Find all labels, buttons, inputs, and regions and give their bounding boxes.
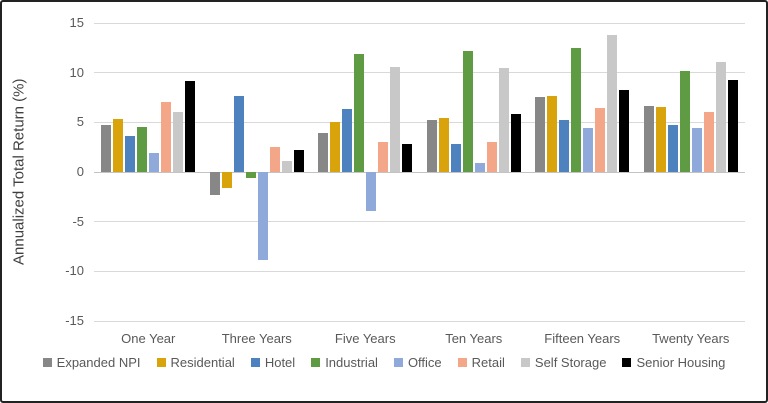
legend-item-industrial: Industrial [311,355,378,370]
legend-swatch-hotel [250,357,260,367]
gridline-10 [94,72,745,74]
bar-hotel-five-years [342,109,353,172]
bar-residential-ten-years [438,118,449,172]
bar-office-three-years [257,172,268,261]
bar-residential-one-year [113,119,124,172]
bar-expanded-npi-five-years [318,133,329,172]
bar-office-fifteen-years [583,128,594,172]
legend-item-self-storage: Self Storage [520,354,607,370]
gridline-15 [94,22,745,24]
bar-expanded-npi-twenty-years [643,106,654,172]
bar-expanded-npi-ten-years [426,120,437,172]
y-tick-label--10: -10 [65,263,84,279]
bar-self-storage-one-year [173,112,184,172]
bar-residential-five-years [330,122,341,172]
x-category-label-one-year: One Year [121,331,176,346]
legend-item-hotel: Hotel [250,354,296,370]
legend-label: Hotel [264,354,296,370]
legend-item-residential: Residential [156,354,235,370]
gridline--15 [94,320,745,322]
bar-hotel-three-years [233,95,244,172]
bar-office-twenty-years [691,128,702,172]
legend-label: Office [407,354,442,370]
bar-senior-housing-twenty-years [727,79,738,172]
x-category-label-twenty-years: Twenty Years [652,331,730,346]
bar-office-five-years [366,172,377,211]
bar-residential-twenty-years [655,107,666,172]
legend-swatch-retail [457,357,467,367]
y-tick-label--15: -15 [65,313,84,328]
bar-industrial-fifteen-years [571,47,582,172]
legend-label: Residential [170,354,235,370]
x-category-label-five-years: Five Years [334,331,396,346]
legend-swatch-residential [156,357,166,367]
bar-retail-ten-years [486,142,497,172]
bar-expanded-npi-one-year [101,125,112,172]
bar-hotel-one-year [125,136,136,172]
legend-item-expanded-npi: Expanded NPI [42,354,141,370]
bar-senior-housing-five-years [402,144,413,172]
legend-label: Senior Housing [636,354,726,370]
legend-item-retail: Retail [457,354,505,370]
x-category-label-three-years: Three Years [221,331,292,346]
bar-industrial-three-years [245,172,256,178]
bar-self-storage-ten-years [498,67,509,172]
legend-swatch-senior-housing [622,357,632,367]
bar-expanded-npi-fifteen-years [535,96,546,172]
bar-self-storage-three-years [281,161,292,172]
bar-industrial-twenty-years [679,70,690,172]
y-axis-title: Annualized Total Return (%) [10,78,28,266]
bar-self-storage-five-years [390,66,401,172]
bar-self-storage-fifteen-years [607,34,618,172]
bar-retail-one-year [161,102,172,172]
gridline-5 [94,121,745,123]
y-tick-label-10: 10 [69,64,84,80]
bar-office-one-year [149,153,160,172]
bar-senior-housing-ten-years [510,114,521,172]
bar-retail-five-years [378,142,389,172]
gridline--10 [94,270,745,272]
legend: Expanded NPI Residential Hotel Industrial Of… [12,353,756,371]
x-category-label-ten-years: Ten Years [445,331,503,346]
y-tick-label-15: 15 [69,15,84,30]
legend-swatch-office [393,357,403,367]
bar-retail-three-years [269,147,280,172]
legend-item-office: Office [393,354,442,370]
bar-expanded-npi-three-years [209,172,220,195]
x-category-label-fifteen-years: Fifteen Years [544,331,621,346]
bar-senior-housing-fifteen-years [619,89,630,172]
bar-industrial-ten-years [462,50,473,172]
bar-senior-housing-one-year [185,80,196,172]
bar-industrial-five-years [354,53,365,172]
gridline--5 [94,221,745,223]
legend-label: Self Storage [534,354,607,370]
bar-retail-fifteen-years [595,108,606,172]
y-tick-label--5: -5 [72,213,84,229]
bar-hotel-fifteen-years [559,120,570,172]
y-tick-label-0: 0 [76,164,84,179]
legend-item-senior-housing: Senior Housing [622,355,725,370]
legend-swatch-self-storage [520,357,530,367]
gridline-0 [94,171,745,173]
bar-residential-three-years [221,172,232,188]
bar-hotel-ten-years [450,144,461,172]
bar-hotel-twenty-years [667,125,678,172]
plot-area [94,22,745,322]
y-tick-label-5: 5 [76,114,84,130]
bar-industrial-one-year [137,127,148,172]
bar-residential-fifteen-years [547,95,558,172]
legend-label: Retail [471,354,505,370]
bar-retail-twenty-years [703,112,714,172]
bar-self-storage-twenty-years [715,61,726,172]
legend-label: Industrial [325,354,378,370]
legend-label: Expanded NPI [56,354,141,370]
legend-swatch-industrial [311,357,321,367]
bar-senior-housing-three-years [293,150,304,172]
legend-swatch-expanded-npi [42,357,52,367]
bar-office-ten-years [474,163,485,172]
